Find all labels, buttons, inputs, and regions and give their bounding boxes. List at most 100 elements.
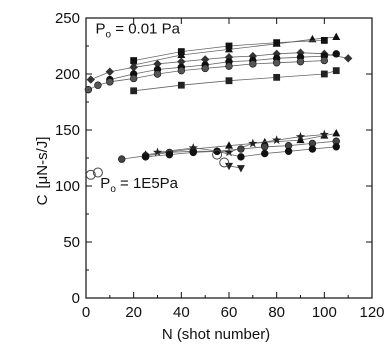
annotation-subscript: o — [110, 184, 116, 195]
data-point — [308, 34, 317, 43]
x-tick-label: 40 — [173, 304, 190, 321]
y-tick-label: 150 — [55, 122, 80, 139]
data-point — [320, 37, 328, 44]
series-atmosphere-10 — [225, 162, 245, 173]
x-tick-label: 100 — [312, 304, 337, 321]
data-point — [106, 78, 114, 86]
data-point — [236, 165, 245, 173]
data-point — [343, 54, 353, 63]
data-point — [237, 153, 245, 161]
data-point — [129, 74, 138, 83]
data-point — [224, 53, 234, 62]
data-point — [152, 147, 163, 157]
data-point — [130, 87, 138, 95]
y-tick-label: 100 — [55, 178, 80, 195]
data-point — [86, 75, 95, 84]
series-layer — [84, 32, 353, 180]
series-vacuum-0 — [129, 32, 341, 69]
annotation-text: = 1E5Pa — [116, 175, 179, 192]
data-point — [332, 32, 341, 41]
data-point — [212, 149, 223, 160]
data-point — [129, 63, 138, 72]
data-point — [92, 167, 103, 178]
x-tick-label: 0 — [82, 304, 90, 321]
x-tick-label: 60 — [221, 304, 238, 321]
data-point — [332, 50, 340, 58]
data-point — [177, 66, 186, 75]
data-point — [261, 149, 269, 158]
annotation-text: = 0.01 Pa — [111, 21, 180, 38]
series-line — [121, 140, 337, 160]
data-point — [237, 145, 245, 153]
y-tick-label: 0 — [72, 290, 80, 307]
annotation-prefix: P — [100, 175, 110, 192]
data-point — [177, 81, 185, 89]
data-point — [248, 138, 258, 148]
data-point — [295, 131, 306, 141]
data-point — [332, 128, 341, 137]
data-point — [332, 67, 340, 75]
series-vacuum-2 — [86, 48, 353, 84]
data-point — [165, 150, 174, 159]
data-point — [105, 67, 115, 76]
data-point — [296, 57, 305, 66]
data-point — [141, 153, 150, 161]
series-line — [133, 70, 337, 92]
series-line — [133, 36, 337, 66]
data-point — [130, 57, 138, 64]
x-tick-label: 20 — [125, 304, 142, 321]
series-vacuum-5 — [130, 67, 340, 95]
y-axis-label-main: C — [34, 194, 51, 205]
x-axis-label: N (shot number) — [162, 326, 270, 343]
data-point — [273, 39, 281, 47]
y-tick-label: 250 — [55, 10, 80, 27]
data-point — [153, 59, 162, 69]
data-point — [261, 143, 269, 151]
data-point — [225, 162, 233, 171]
y-axis-label: C [μN-s/J] — [34, 137, 51, 206]
data-point — [94, 81, 102, 89]
data-point — [284, 147, 293, 155]
data-point — [225, 62, 233, 70]
series-vacuum-4 — [84, 56, 329, 94]
data-point — [153, 70, 162, 78]
data-point — [219, 157, 230, 168]
data-point — [296, 135, 305, 144]
series-atmosphere-11 — [85, 149, 230, 180]
y-tick-label: 50 — [63, 234, 80, 251]
data-point — [188, 143, 198, 152]
y-tick-label: 200 — [55, 66, 80, 83]
data-point — [249, 60, 257, 68]
data-point — [320, 70, 328, 78]
data-point — [85, 169, 96, 180]
data-point — [273, 73, 281, 81]
data-point — [272, 59, 281, 67]
data-point — [308, 145, 317, 153]
annotation-high-pressure: Po = 1E5Pa — [100, 175, 178, 195]
data-point — [225, 42, 233, 50]
data-point — [272, 135, 282, 144]
annotation-subscript: o — [106, 30, 112, 41]
series-atmosphere-9 — [141, 143, 340, 161]
axes: 0 20 40 60 80 100 120 0 50 100 150 200 250 — [55, 10, 385, 321]
series-vacuum-1 — [130, 37, 328, 64]
y-axis-label-unit: [μN-s/J] — [34, 137, 51, 189]
data-point — [320, 56, 329, 65]
data-point — [225, 141, 233, 149]
x-tick-label: 120 — [359, 304, 384, 321]
data-point — [177, 48, 185, 55]
data-point — [177, 57, 186, 66]
data-point — [201, 64, 209, 73]
annotation-low-pressure: Po = 0.01 Pa — [96, 21, 181, 41]
data-point — [224, 147, 234, 157]
data-point — [319, 129, 329, 139]
data-point — [332, 143, 340, 151]
data-point — [189, 148, 197, 157]
x-tick-label: 80 — [268, 304, 285, 321]
annotation-prefix: P — [96, 21, 106, 38]
data-point — [225, 77, 233, 85]
svg-text:C[μN-s/J]: C [μN-s/J] — [34, 137, 51, 206]
data-point — [200, 55, 210, 64]
